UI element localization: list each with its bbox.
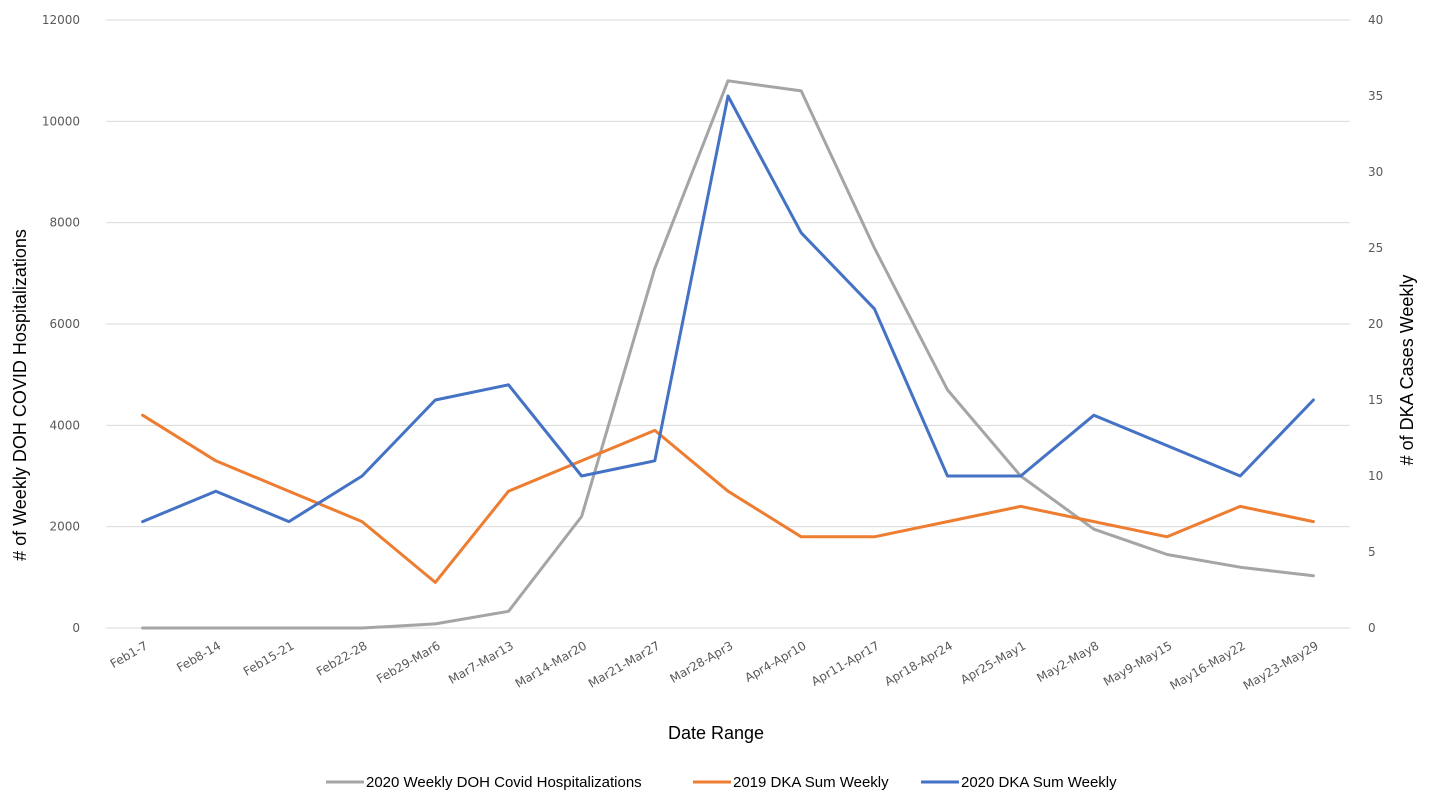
y-left-tick-label: 4000 <box>49 418 80 432</box>
x-tick-label: Apr11-Apr17 <box>809 638 882 688</box>
y-left-tick-label: 6000 <box>49 317 80 331</box>
legend: 2020 Weekly DOH Covid Hospitalizations 20… <box>326 774 1117 790</box>
left-axis-ticks: 0 2000 4000 6000 8000 10000 12000 <box>42 13 80 635</box>
x-axis-ticks: Feb1-7 Feb8-14 Feb15-21 Feb22-28 Feb29-Mar6 M… <box>108 638 1321 692</box>
y-right-tick-label: 5 <box>1368 545 1376 559</box>
x-tick-label: Mar28-Apr3 <box>668 638 736 685</box>
y-right-tick-label: 10 <box>1368 469 1383 483</box>
x-tick-label: Mar21-Mar27 <box>586 638 662 690</box>
series-line-0 <box>141 79 1315 630</box>
y-right-tick-label: 35 <box>1368 89 1383 103</box>
x-tick-label: Feb1-7 <box>108 638 150 671</box>
y-left-tick-label: 8000 <box>49 216 80 230</box>
x-tick-label: May16-May22 <box>1168 638 1248 692</box>
x-tick-label: Mar14-Mar20 <box>513 638 589 690</box>
gridlines <box>106 19 1350 629</box>
y-left-tick-label: 10000 <box>42 114 80 128</box>
legend-label: 2020 DKA Sum Weekly <box>961 774 1117 790</box>
y-axis-left-title: # of Weekly DOH COVID Hospitalizations <box>10 229 30 561</box>
y-right-tick-label: 30 <box>1368 165 1383 179</box>
y-right-tick-label: 40 <box>1368 13 1383 27</box>
x-tick-label: May23-May29 <box>1241 638 1321 692</box>
x-tick-label: Apr4-Apr10 <box>742 638 808 684</box>
y-left-tick-label: 0 <box>72 621 80 635</box>
y-right-tick-label: 15 <box>1368 393 1383 407</box>
x-tick-label: Feb22-28 <box>314 638 370 678</box>
x-tick-label: May2-May8 <box>1034 638 1101 685</box>
right-axis-ticks: 0 5 10 15 20 25 30 35 40 <box>1368 13 1383 635</box>
x-tick-label: Apr25-May1 <box>958 638 1028 687</box>
x-tick-label: Apr18-Apr24 <box>882 638 955 688</box>
y-right-tick-label: 25 <box>1368 241 1383 255</box>
y-axis-right-title: # of DKA Cases Weekly <box>1397 275 1417 466</box>
legend-label: 2019 DKA Sum Weekly <box>733 774 889 790</box>
x-tick-label: Feb29-Mar6 <box>374 638 443 686</box>
x-tick-label: Feb15-21 <box>241 638 297 678</box>
y-left-tick-label: 2000 <box>49 520 80 534</box>
x-axis-title: Date Range <box>668 723 764 743</box>
x-tick-label: Feb8-14 <box>174 638 223 674</box>
series-line-2 <box>141 94 1315 524</box>
series-lines <box>141 79 1315 630</box>
y-right-tick-label: 0 <box>1368 621 1376 635</box>
x-tick-label: May9-May15 <box>1101 638 1175 689</box>
y-left-tick-label: 12000 <box>42 13 80 27</box>
y-right-tick-label: 20 <box>1368 317 1383 331</box>
legend-label: 2020 Weekly DOH Covid Hospitalizations <box>366 774 642 790</box>
series-line-1 <box>141 413 1315 584</box>
x-tick-label: Mar7-Mar13 <box>446 638 516 686</box>
